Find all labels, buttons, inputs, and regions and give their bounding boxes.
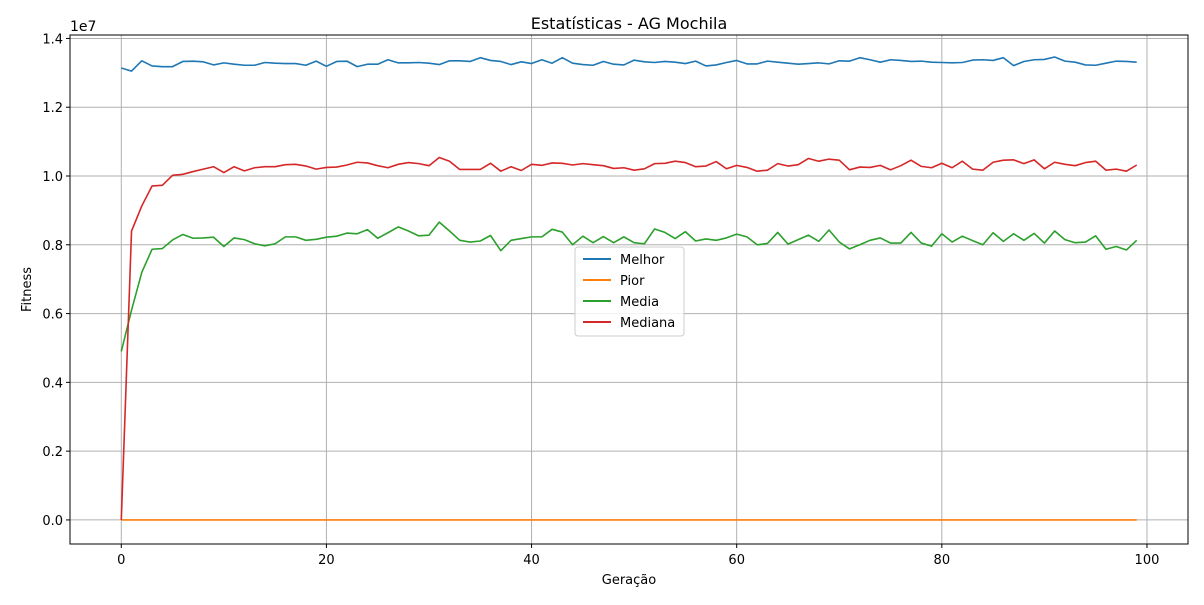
y-tick-label: 0.4 [42,376,63,391]
legend-box [574,246,685,337]
y-tick-label: 1.4 [42,32,63,47]
chart-title: Estatísticas - AG Mochila [531,14,728,33]
y-tick-label: 0.8 [42,239,63,254]
x-tick-label: 20 [318,553,335,568]
legend: Melhor Pior Media Mediana [574,246,685,337]
y-offset-text: 1e7 [70,19,96,35]
y-tick-label: 0.0 [42,514,63,529]
y-tick-label: 1.2 [42,101,63,116]
series-line-melhor [121,56,1137,72]
x-tick-label: 100 [1135,553,1160,568]
series-line-mediana [120,156,1138,520]
y-axis-ticks: 0.0 0.2 0.4 0.6 0.8 1.0 1.2 1.4 [42,32,70,529]
legend-label-pior: Pior [620,274,645,289]
series-line-media [120,221,1138,352]
x-axis-ticks: 0 20 40 60 80 100 [117,544,1159,568]
legend-label-mediana: Mediana [620,316,675,331]
x-tick-label: 80 [934,553,951,568]
y-tick-label: 0.6 [42,308,63,323]
x-axis-label: Geração [602,573,656,588]
x-tick-label: 60 [728,553,745,568]
legend-label-media: Media [620,295,659,310]
y-tick-label: 0.2 [42,445,63,460]
axes-frame [69,34,1189,545]
y-tick-label: 1.0 [42,170,63,185]
legend-label-melhor: Melhor [620,253,665,268]
y-axis-label: Fitness [20,267,35,312]
x-tick-label: 0 [117,553,125,568]
x-tick-label: 40 [523,553,540,568]
series-lines [120,56,1138,521]
